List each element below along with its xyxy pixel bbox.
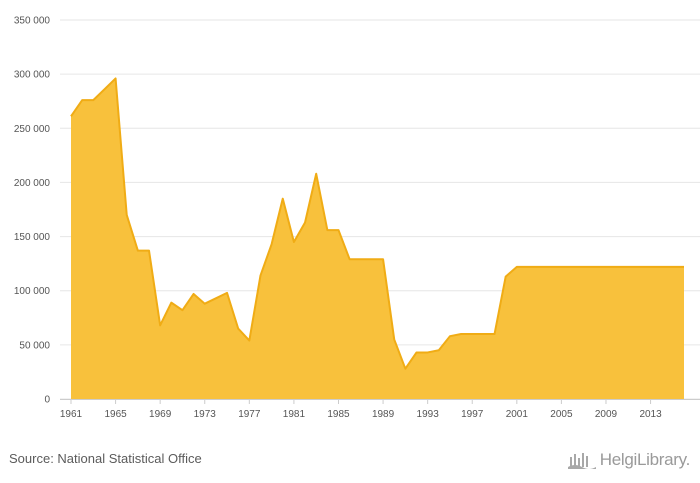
y-tick-label: 50 000	[19, 340, 50, 351]
y-tick-label: 250 000	[14, 124, 51, 135]
y-tick-label: 0	[44, 395, 50, 406]
series-layer	[70, 77, 684, 399]
y-tick-label: 350 000	[14, 16, 51, 27]
footer: Source: National Statistical Office Helg…	[0, 440, 700, 483]
x-tick-label: 1993	[417, 409, 440, 420]
x-tick-label: 1977	[238, 409, 261, 420]
y-tick-label: 300 000	[14, 70, 51, 81]
x-tick-label: 1985	[327, 409, 350, 420]
series-line	[70, 77, 684, 370]
x-tick-label: 1969	[149, 409, 172, 420]
area-chart: 0 50 000 100 000 150 000 200 000 250 000 300 0…	[14, 16, 700, 420]
x-tick-label: 1961	[60, 409, 83, 420]
y-tick-label: 150 000	[14, 232, 51, 243]
x-tick-label: 1965	[104, 409, 127, 420]
helgi-library-logo-icon	[567, 453, 596, 469]
source-label: Source: National Statistical Office	[9, 451, 202, 466]
x-tick-label: 2009	[595, 409, 618, 420]
axis-layer: 0 50 000 100 000 150 000 200 000 250 000 300 0…	[14, 16, 700, 420]
x-tick-label: 1997	[461, 409, 484, 420]
x-tick-label: 1981	[283, 409, 306, 420]
brand-name: HelgiLibrary.	[599, 450, 691, 469]
y-tick-label: 200 000	[14, 178, 51, 189]
x-tick-label: 2001	[506, 409, 529, 420]
chart-area: 0 50 000 100 000 150 000 200 000 250 000 300 0…	[14, 16, 700, 420]
brand-logo[interactable]: HelgiLibrary.	[567, 448, 691, 472]
x-tick-label: 2005	[550, 409, 573, 420]
x-tick-label: 2013	[639, 409, 662, 420]
x-tick-label: 1989	[372, 409, 395, 420]
y-tick-label: 100 000	[14, 286, 51, 297]
series-area	[71, 78, 684, 399]
x-tick-label: 1973	[194, 409, 217, 420]
